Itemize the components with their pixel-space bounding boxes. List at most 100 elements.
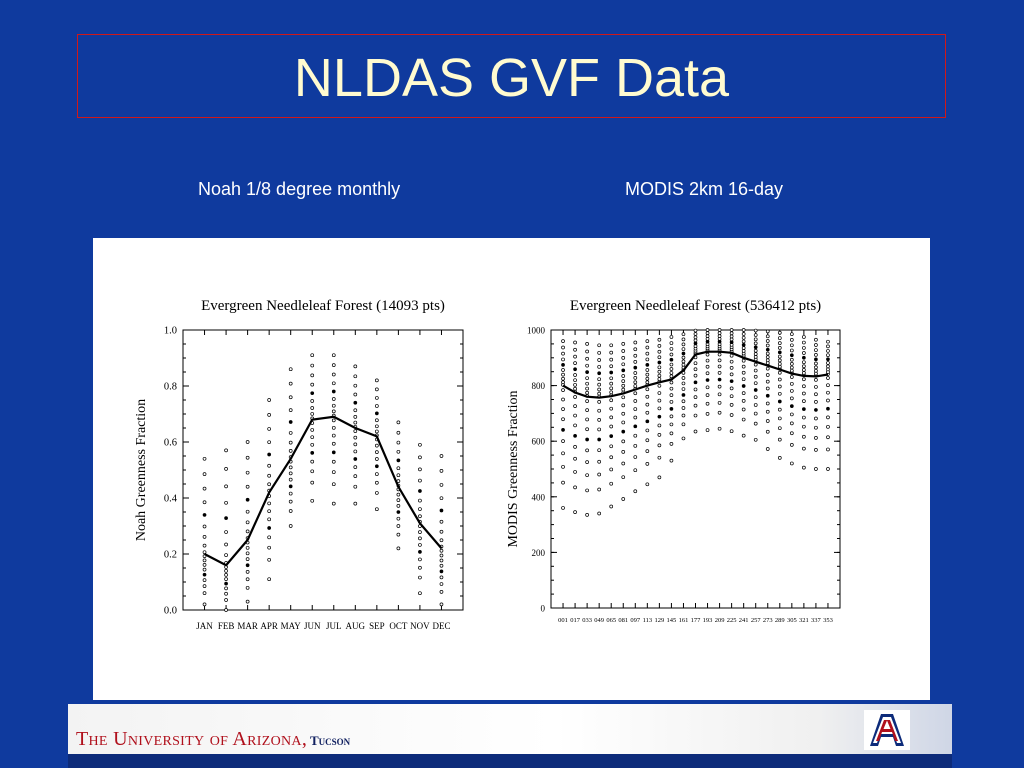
data-point [224, 598, 228, 602]
x-tick-label: 209 [715, 617, 725, 624]
data-point [202, 472, 207, 476]
data-point [573, 433, 577, 438]
data-point [814, 408, 818, 412]
x-tick-label: 305 [787, 617, 797, 624]
x-tick-label: 161 [679, 617, 689, 624]
data-point [418, 442, 422, 447]
data-point [826, 364, 830, 369]
data-point [765, 343, 770, 348]
data-point [418, 557, 422, 562]
data-point [802, 424, 806, 429]
y-tick-label: 0.4 [164, 494, 178, 505]
chart-panel: Evergreen Needleleaf Forest (14093 pts) 0… [93, 238, 930, 700]
subtitle-modis: MODIS 2km 16-day [625, 179, 784, 199]
y-tick-label: 0 [541, 604, 546, 614]
data-point [439, 508, 444, 513]
data-point [789, 365, 794, 370]
data-point [633, 384, 638, 388]
data-point [717, 331, 722, 335]
campus-name: Tucson [310, 733, 351, 748]
data-point [374, 429, 379, 434]
data-point [267, 545, 272, 550]
data-point [681, 359, 686, 364]
data-point [705, 364, 710, 369]
data-point [621, 374, 626, 378]
data-point [621, 355, 626, 360]
data-point [396, 458, 401, 463]
data-point [802, 391, 806, 396]
data-point [789, 348, 794, 353]
data-point [418, 536, 422, 541]
x-tick-label: 001 [558, 617, 568, 624]
data-point [753, 403, 758, 407]
data-point [224, 586, 228, 591]
data-point [645, 357, 650, 362]
data-point [765, 347, 770, 352]
data-point [310, 442, 315, 447]
data-point [561, 439, 565, 444]
data-point [573, 354, 577, 359]
data-point [693, 328, 698, 333]
data-point [224, 448, 228, 453]
data-point [802, 335, 806, 339]
data-point [396, 430, 401, 435]
data-point [645, 351, 650, 356]
data-point [681, 413, 686, 418]
data-point [573, 423, 577, 428]
data-point [353, 383, 358, 388]
data-point [597, 487, 602, 492]
data-point [396, 440, 401, 445]
data-point [267, 440, 272, 445]
data-point [729, 403, 734, 407]
data-point [669, 414, 674, 419]
data-point [396, 420, 401, 425]
x-tick-label: 289 [775, 617, 785, 624]
data-point [609, 350, 614, 355]
data-point [802, 384, 806, 389]
data-point [753, 348, 758, 353]
data-point [585, 349, 589, 354]
data-point [645, 410, 650, 415]
data-point [573, 510, 577, 514]
x-tick-label: 049 [594, 617, 604, 624]
data-point [439, 602, 444, 607]
data-point [288, 408, 293, 412]
data-point [202, 550, 207, 555]
data-point [645, 339, 650, 343]
plot-frame [550, 329, 841, 609]
data-point [374, 507, 379, 512]
data-point [245, 520, 250, 525]
data-point [224, 591, 228, 596]
data-point [310, 435, 315, 440]
data-point [693, 338, 698, 343]
data-point [353, 364, 358, 369]
data-point [826, 467, 830, 471]
data-point [609, 424, 614, 429]
data-point [353, 449, 358, 454]
data-point [645, 482, 650, 487]
data-point [597, 448, 602, 453]
data-point [288, 491, 293, 496]
data-point [561, 368, 565, 372]
data-point [245, 545, 250, 550]
data-point [741, 358, 746, 363]
data-point [717, 352, 722, 357]
data-point [814, 416, 818, 421]
data-point [561, 345, 565, 350]
data-point [729, 366, 734, 370]
data-point [267, 398, 272, 402]
data-point [693, 367, 698, 372]
data-point [331, 403, 336, 408]
data-point [814, 368, 818, 373]
data-point [802, 446, 806, 451]
data-point [705, 331, 710, 335]
data-point [609, 434, 614, 438]
data-point [396, 492, 401, 497]
data-point [681, 387, 686, 391]
noah-chart: Evergreen Needleleaf Forest (14093 pts) 0… [134, 298, 464, 631]
data-point [353, 435, 358, 440]
data-point [331, 433, 336, 438]
x-tick-label: 097 [630, 617, 641, 624]
data-point [765, 393, 770, 398]
data-point [561, 506, 565, 510]
